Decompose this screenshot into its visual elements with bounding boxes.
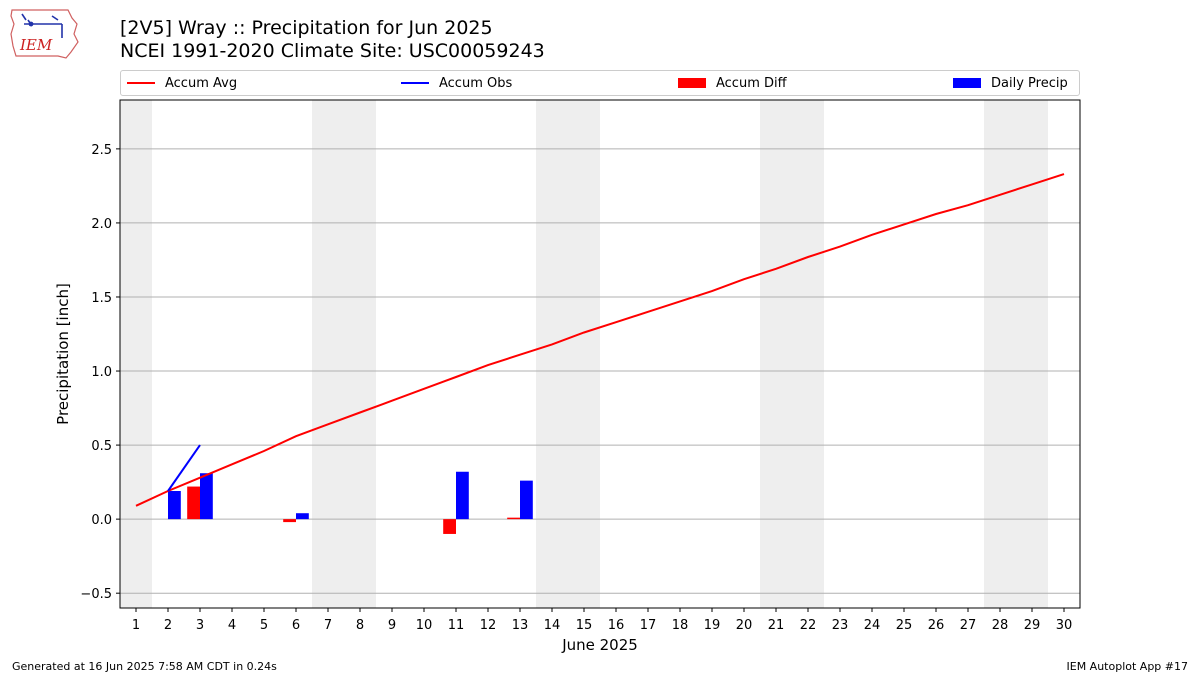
legend-label-accum-diff: Accum Diff (716, 75, 787, 91)
x-tick-label: 25 (896, 618, 913, 633)
x-tick-label: 19 (704, 618, 721, 633)
bar-accum-diff (507, 517, 520, 520)
legend-label-accum-obs: Accum Obs (439, 75, 513, 91)
x-tick-label: 24 (864, 618, 881, 633)
x-tick-label: 26 (928, 618, 945, 633)
weather-station-icon (21, 13, 63, 38)
x-tick-label: 14 (544, 618, 561, 633)
x-tick-label: 21 (768, 618, 785, 633)
bar-accum-diff (283, 519, 296, 523)
x-tick-label: 5 (260, 618, 268, 633)
x-tick-label: 8 (356, 618, 364, 633)
x-tick-label: 1 (132, 618, 140, 633)
bar-daily-precip (168, 490, 181, 520)
plot-frame (119, 99, 1081, 609)
legend-swatch-daily-precip (953, 78, 981, 88)
y-tick-label: 0.0 (91, 513, 112, 528)
weekend-band (984, 100, 1016, 608)
x-tick-label: 2 (164, 618, 172, 633)
logo-text: IEM (19, 36, 53, 54)
weekend-band (536, 100, 568, 608)
bar-daily-precip (520, 480, 533, 520)
station-dot-icon (28, 21, 34, 27)
bar-accum-diff (443, 519, 456, 534)
y-tick-label: 0.5 (91, 439, 112, 454)
x-tick-label: 4 (228, 618, 236, 633)
x-tick-label: 9 (388, 618, 396, 633)
legend-item-accum-avg: Accum Avg (127, 75, 237, 91)
x-tick-label: 6 (292, 618, 300, 633)
y-axis-label: Precipitation [inch] (54, 283, 72, 425)
x-axis-label: June 2025 (561, 636, 638, 654)
footer-app: IEM Autoplot App #17 (1066, 660, 1189, 673)
legend-item-daily-precip: Daily Precip (953, 75, 1068, 91)
x-tick-label: 11 (448, 618, 465, 633)
x-tick-label: 12 (480, 618, 497, 633)
y-tick-label: 2.5 (91, 143, 112, 158)
bar-daily-precip (200, 473, 213, 520)
chart-title: [2V5] Wray :: Precipitation for Jun 2025 (120, 17, 493, 39)
x-tick-label: 30 (1056, 618, 1073, 633)
legend-swatch-accum-obs (401, 82, 429, 84)
weekend-band (312, 100, 344, 608)
line-accum-avg (135, 173, 1065, 507)
footer-generated: Generated at 16 Jun 2025 7:58 AM CDT in … (12, 660, 277, 673)
legend-item-accum-diff: Accum Diff (678, 75, 787, 91)
weekend-band (760, 100, 792, 608)
bar-daily-precip (456, 471, 469, 520)
x-tick-label: 23 (832, 618, 849, 633)
x-tick-label: 22 (800, 618, 817, 633)
x-tick-label: 3 (196, 618, 204, 633)
bar-daily-precip (296, 513, 309, 520)
legend-swatch-accum-diff (678, 78, 706, 88)
x-tick-label: 29 (1024, 618, 1041, 633)
bar-accum-diff (187, 486, 200, 520)
x-tick-label: 20 (736, 618, 753, 633)
x-tick-label: 10 (416, 618, 433, 633)
weekend-band (120, 100, 152, 608)
x-tick-label: 16 (608, 618, 625, 633)
y-tick-label: −0.5 (80, 587, 112, 602)
y-tick-label: 1.0 (91, 365, 112, 380)
y-tick-label: 2.0 (91, 217, 112, 232)
weekend-band (1016, 100, 1048, 608)
weekend-band (344, 100, 376, 608)
chart-subtitle: NCEI 1991-2020 Climate Site: USC00059243 (120, 40, 545, 62)
iowa-outline-icon (10, 9, 79, 59)
iem-logo: IEM (10, 9, 79, 59)
x-tick-label: 18 (672, 618, 689, 633)
x-tick-label: 17 (640, 618, 657, 633)
weekend-band (568, 100, 600, 608)
x-tick-label: 13 (512, 618, 529, 633)
x-tick-label: 27 (960, 618, 977, 633)
y-tick-label: 1.5 (91, 291, 112, 306)
legend-item-accum-obs: Accum Obs (401, 75, 512, 91)
legend-swatch-accum-avg (127, 82, 155, 84)
line-accum-obs (167, 444, 201, 492)
legend-label-accum-avg: Accum Avg (165, 75, 238, 91)
legend: Accum Avg Accum Obs Accum Diff Daily Pre… (120, 70, 1080, 96)
x-tick-label: 15 (576, 618, 593, 633)
weekend-band (792, 100, 824, 608)
x-tick-label: 28 (992, 618, 1009, 633)
x-tick-label: 7 (324, 618, 332, 633)
legend-label-daily-precip: Daily Precip (991, 75, 1068, 91)
